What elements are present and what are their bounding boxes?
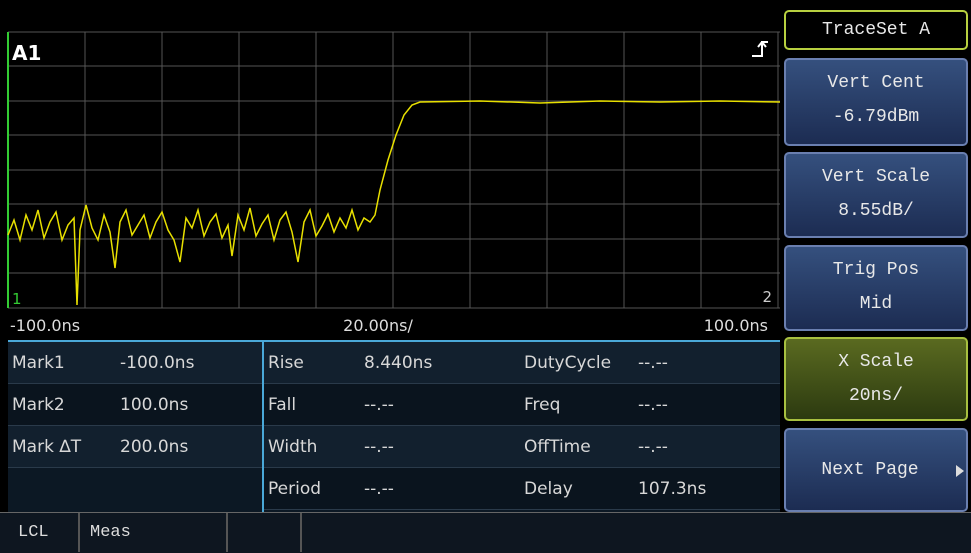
x-start: -100.0ns: [10, 316, 80, 335]
measurement-label: Width: [268, 437, 318, 457]
measurement-value: --.--: [638, 353, 668, 373]
measurement-label: Fall: [268, 395, 297, 415]
softkey-value: 8.55dB/: [838, 201, 914, 221]
measurement-value: --.--: [364, 395, 394, 415]
softkey-title: Trig Pos: [832, 260, 920, 280]
measurement-label: DutyCycle: [524, 353, 612, 373]
column-divider: [262, 342, 264, 512]
measurement-value: 8.440ns: [364, 353, 433, 373]
x-end: 100.0ns: [704, 316, 768, 335]
measurement-table: Mark1 -100.0ns Mark2 100.0ns Mark ∆T 200.0ns R…: [8, 342, 780, 512]
measurement: Width --.--: [264, 426, 520, 468]
status-cell: LCL: [8, 513, 80, 552]
softkey-title: Next Page: [821, 460, 919, 480]
softkey[interactable]: Trig Pos Mid: [784, 245, 968, 331]
softkey-value: 20ns/: [848, 386, 903, 406]
measurement-label: Rise: [268, 353, 304, 373]
measurement: Mark2 100.0ns: [8, 384, 262, 426]
marker-2: 2: [762, 288, 772, 306]
trigger-icon: [752, 41, 768, 57]
measurement-label: Mark ∆T: [12, 437, 82, 457]
marker-1: 1: [12, 290, 22, 308]
x-scale: 20.00ns/: [343, 316, 413, 335]
status-cell-blank: [228, 513, 302, 552]
measurement-value: --.--: [638, 395, 668, 415]
measurement-value: -100.0ns: [120, 353, 195, 373]
measurement: Period --.--: [264, 468, 520, 510]
measurement-value: --.--: [638, 437, 668, 457]
measurement-label: Delay: [524, 479, 573, 499]
softkey-value: Mid: [859, 294, 893, 314]
measurement: Rise 8.440ns: [264, 342, 520, 384]
trace-plot: A1 1 2 -100.0ns 20.00ns/ 100.0ns: [7, 31, 781, 342]
status-bar: [0, 512, 971, 553]
channel-label: A1: [12, 41, 41, 65]
measurement-value: --.--: [364, 479, 394, 499]
measurement-value: 200.0ns: [120, 437, 189, 457]
measurement-value: --.--: [364, 437, 394, 457]
measurement: Mark ∆T 200.0ns: [8, 426, 262, 468]
softkey[interactable]: Next Page: [784, 428, 968, 512]
softkey-title: Vert Scale: [821, 167, 931, 187]
measurement-label: Mark1: [12, 353, 65, 373]
status-cell: Meas: [80, 513, 228, 552]
trace: [7, 100, 781, 306]
softkey[interactable]: TraceSet A: [784, 10, 968, 50]
measurement-label: Freq: [524, 395, 561, 415]
arrow-icon: [956, 465, 964, 477]
softkey-value: -6.79dBm: [832, 107, 920, 127]
softkey-title: X Scale: [838, 352, 914, 372]
measurement: Mark1 -100.0ns: [8, 342, 262, 384]
softkey-title: TraceSet A: [821, 20, 931, 40]
measurement: Delay 107.3ns: [520, 468, 780, 510]
measurement-label: Period: [268, 479, 322, 499]
measurement: Freq --.--: [520, 384, 780, 426]
softkey[interactable]: X Scale 20ns/: [784, 337, 968, 421]
measurement: OffTime --.--: [520, 426, 780, 468]
measurement: DutyCycle --.--: [520, 342, 780, 384]
measurement-label: Mark2: [12, 395, 65, 415]
measurement-label: OffTime: [524, 437, 591, 457]
measurement: Fall --.--: [264, 384, 520, 426]
measurement-value: 100.0ns: [120, 395, 189, 415]
softkey-title: Vert Cent: [827, 73, 925, 93]
softkey[interactable]: Vert Scale 8.55dB/: [784, 152, 968, 238]
grid: [8, 31, 780, 309]
measurement-value: 107.3ns: [638, 479, 707, 499]
softkey[interactable]: Vert Cent -6.79dBm: [784, 58, 968, 146]
